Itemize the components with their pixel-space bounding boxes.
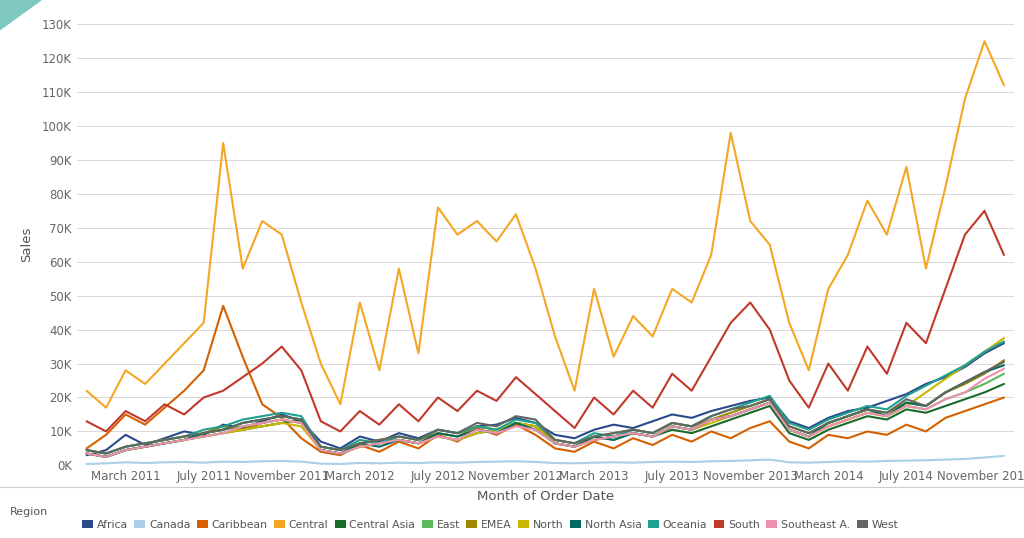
Text: Region: Region [10, 507, 48, 517]
X-axis label: Month of Order Date: Month of Order Date [477, 490, 613, 503]
Legend: Africa, Canada, Caribbean, Central, Central Asia, East, EMEA, North, North Asia,: Africa, Canada, Caribbean, Central, Cent… [82, 520, 898, 530]
Polygon shape [0, 0, 41, 30]
Y-axis label: Sales: Sales [20, 227, 34, 263]
